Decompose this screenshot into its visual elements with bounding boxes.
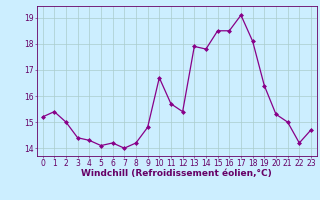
X-axis label: Windchill (Refroidissement éolien,°C): Windchill (Refroidissement éolien,°C) [81,169,272,178]
